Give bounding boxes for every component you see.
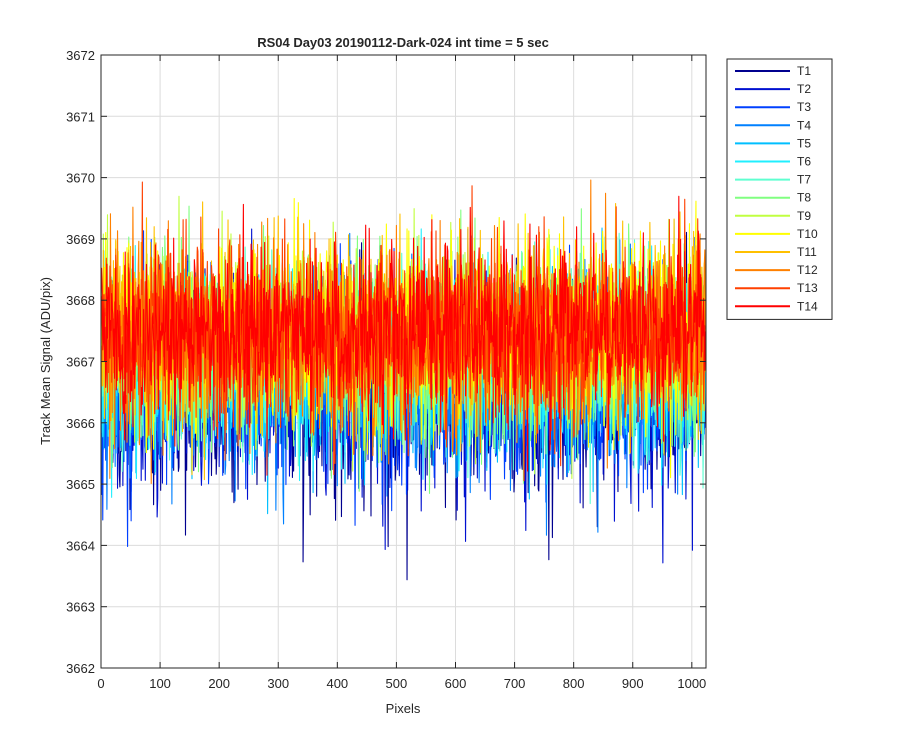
legend-label: T12 — [797, 263, 818, 277]
x-tick-label: 500 — [386, 676, 408, 691]
y-tick-label: 3665 — [66, 477, 95, 492]
x-tick-label: 900 — [622, 676, 644, 691]
legend-label: T9 — [797, 209, 811, 223]
legend-box — [726, 58, 833, 320]
x-tick-label: 800 — [563, 676, 585, 691]
y-tick-label: 3666 — [66, 416, 95, 431]
legend-label: T4 — [797, 118, 811, 132]
y-tick-label: 3662 — [66, 661, 95, 676]
y-axis-label: Track Mean Signal (ADU/pix) — [38, 277, 53, 445]
legend-label: T13 — [797, 281, 818, 295]
legend-label: T14 — [797, 299, 818, 313]
legend-label: T11 — [797, 245, 817, 259]
y-tick-label: 3667 — [66, 355, 95, 370]
x-tick-label: 0 — [97, 676, 104, 691]
series-layer — [101, 179, 706, 581]
x-tick-label: 100 — [149, 676, 171, 691]
x-tick-label: 400 — [326, 676, 348, 691]
legend-label: T1 — [797, 64, 811, 78]
x-tick-label: 200 — [208, 676, 230, 691]
y-tick-label: 3672 — [66, 48, 95, 63]
legend-label: T7 — [797, 173, 811, 187]
x-tick-label: 700 — [504, 676, 526, 691]
legend-label: T10 — [797, 227, 818, 241]
x-tick-label: 300 — [267, 676, 289, 691]
x-axis-label: Pixels — [386, 701, 421, 716]
y-tick-label: 3671 — [66, 109, 95, 124]
legend-label: T6 — [797, 155, 811, 169]
y-tick-label: 3669 — [66, 232, 95, 247]
y-tick-label: 3664 — [66, 538, 95, 553]
y-tick-label: 3670 — [66, 171, 95, 186]
legend-label: T2 — [797, 82, 811, 96]
legend-label: T5 — [797, 136, 811, 150]
tick-marks — [100, 54, 706, 669]
x-tick-label: 600 — [445, 676, 467, 691]
legend-label: T8 — [797, 191, 811, 205]
chart-title: RS04 Day03 20190112-Dark-024 int time = … — [257, 35, 549, 50]
legend: T1 T2 T3 T4 T5 T6 T7 T8 T9 T10 T11 T12 T13 T14 — [726, 58, 833, 320]
tick-labels: 0 100 200 300 400 500 600 700 800 900 1000 3662 3663… — [66, 48, 706, 691]
legend-label: T3 — [797, 100, 811, 114]
x-tick-label: 1000 — [677, 676, 706, 691]
y-tick-label: 3663 — [66, 600, 95, 615]
series-line-t14 — [101, 195, 706, 476]
y-tick-label: 3668 — [66, 293, 95, 308]
